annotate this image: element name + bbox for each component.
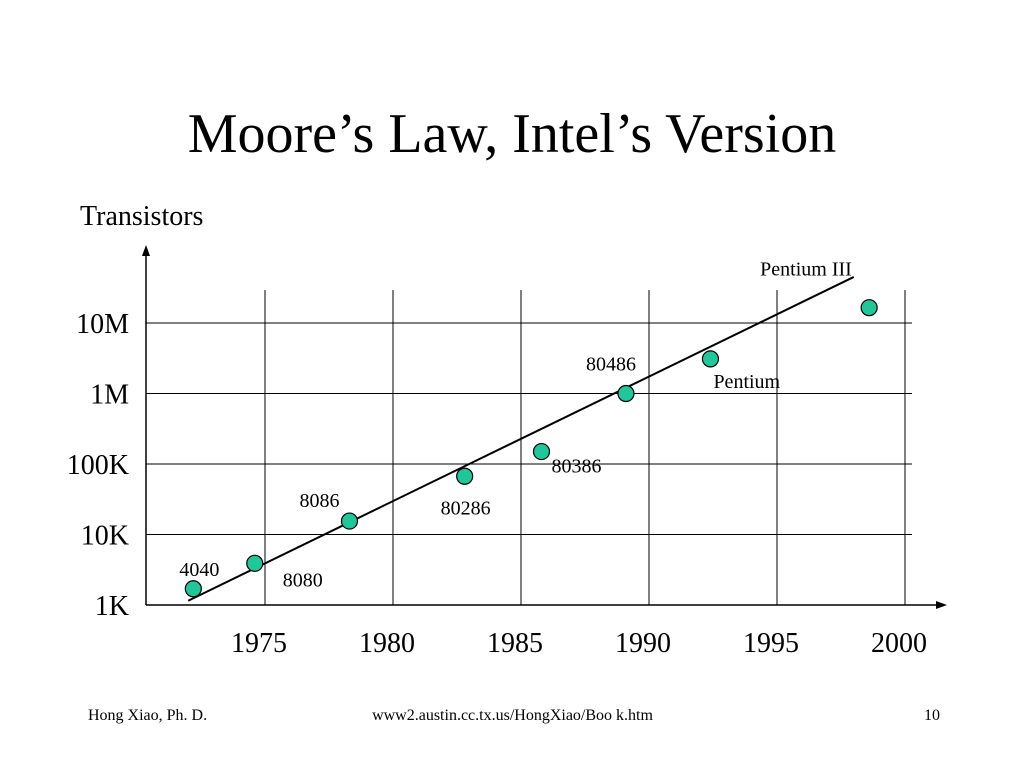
point-label-pentium: Pentium	[713, 371, 780, 393]
y-tick-label-1M: 1M	[90, 380, 129, 411]
tick-labels: 1975 1980 1985 1990 1995 2000 1K 10K 100K 1M 10M	[67, 309, 927, 659]
point-80486	[617, 384, 635, 403]
point-label-80486: 80486	[586, 354, 636, 376]
slide-number: 10	[924, 707, 940, 724]
y-axis-label: Transistors	[80, 201, 203, 232]
point-label-80286: 80286	[441, 497, 491, 519]
point-label-pentium-iii: Pentium III	[760, 259, 852, 281]
point-label-8086: 8086	[299, 490, 339, 512]
x-tick-label-1975: 1975	[231, 628, 287, 659]
slide-title: Moore’s Law, Intel’s Version	[187, 103, 837, 165]
point-80286	[456, 467, 474, 485]
point-8080	[246, 554, 264, 572]
trend-line	[187, 276, 855, 602]
y-tick-label-10K: 10K	[81, 521, 129, 552]
footer-author: Hong Xiao, Ph. D.	[88, 707, 208, 724]
point-pentium-iii	[860, 299, 878, 317]
point-pentium	[701, 350, 720, 368]
footer-url: www2.austin.cc.tx.us/HongXiao/Boo k.htm	[372, 707, 653, 724]
x-tick-label-2000: 2000	[871, 628, 927, 659]
x-tick-label-1985: 1985	[487, 628, 543, 659]
x-axis-arrow	[936, 601, 947, 609]
point-label-4040: 4040	[179, 559, 219, 581]
moore-chart: Transistors 1975 1980 1985 1990 1995 2000 1K 10…	[67, 201, 947, 659]
x-tick-label-1995: 1995	[743, 628, 799, 659]
data-points	[184, 299, 878, 598]
point-label-80386: 80386	[551, 456, 601, 478]
chart-grid	[146, 290, 912, 605]
y-tick-label-10M: 10M	[76, 309, 129, 340]
point-label-8080: 8080	[283, 569, 323, 591]
point-8086	[340, 512, 359, 530]
point-4040	[184, 580, 202, 598]
x-tick-label-1980: 1980	[359, 628, 415, 659]
point-labels: 4040 8080 8086 80286 80386 80486 Pentium Pentiu…	[179, 259, 851, 592]
y-tick-label-1K: 1K	[95, 591, 129, 622]
x-tick-label-1990: 1990	[615, 628, 671, 659]
y-tick-label-100K: 100K	[67, 450, 129, 481]
point-80386	[532, 442, 551, 461]
y-axis-arrow	[142, 245, 150, 256]
chart-axes	[142, 245, 947, 609]
